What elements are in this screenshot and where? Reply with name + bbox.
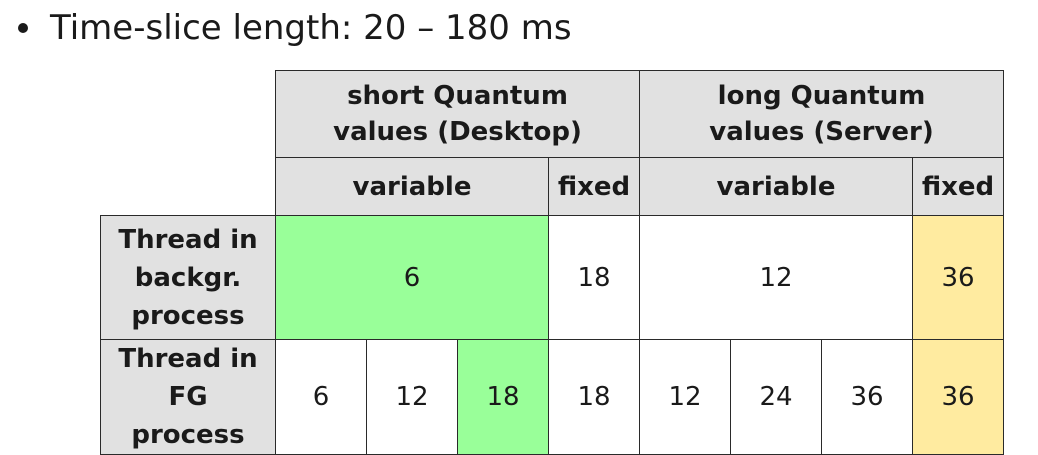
table-row-background: Thread in backgr. process 6 18 12 36 — [101, 216, 1004, 340]
cell-fg-long-variable-3: 36 — [822, 340, 913, 455]
cell-fg-short-variable-1: 6 — [276, 340, 367, 455]
subheader-long-variable: variable — [640, 158, 913, 216]
cell-fg-short-variable-3: 18 — [458, 340, 549, 455]
corner-cell — [101, 71, 276, 158]
quantum-table: short Quantum values (Desktop) long Quan… — [100, 70, 1004, 455]
header-long-quantum: long Quantum values (Server) — [640, 71, 1004, 158]
row-label-background: Thread in backgr. process — [101, 216, 276, 340]
cell-bg-long-variable: 12 — [640, 216, 913, 340]
bullet-text: Time-slice length: 20 – 180 ms — [50, 6, 572, 50]
cell-fg-long-variable-2: 24 — [731, 340, 822, 455]
subheader-long-fixed: fixed — [913, 158, 1004, 216]
row-label-foreground: Thread in FG process — [101, 340, 276, 455]
cell-bg-short-variable: 6 — [276, 216, 549, 340]
subheader-short-variable: variable — [276, 158, 549, 216]
bullet-point: Time-slice length: 20 – 180 ms — [12, 6, 572, 50]
header-short-quantum: short Quantum values (Desktop) — [276, 71, 640, 158]
corner-cell — [101, 158, 276, 216]
cell-fg-long-fixed: 36 — [913, 340, 1004, 455]
cell-bg-short-fixed: 18 — [549, 216, 640, 340]
cell-fg-short-fixed: 18 — [549, 340, 640, 455]
subheader-row: variable fixed variable fixed — [101, 158, 1004, 216]
bullet-dot-icon — [18, 23, 28, 33]
cell-fg-long-variable-1: 12 — [640, 340, 731, 455]
table-row-foreground: Thread in FG process 6 12 18 18 12 24 36… — [101, 340, 1004, 455]
cell-bg-long-fixed: 36 — [913, 216, 1004, 340]
subheader-short-fixed: fixed — [549, 158, 640, 216]
cell-fg-short-variable-2: 12 — [367, 340, 458, 455]
header-group-row: short Quantum values (Desktop) long Quan… — [101, 71, 1004, 158]
